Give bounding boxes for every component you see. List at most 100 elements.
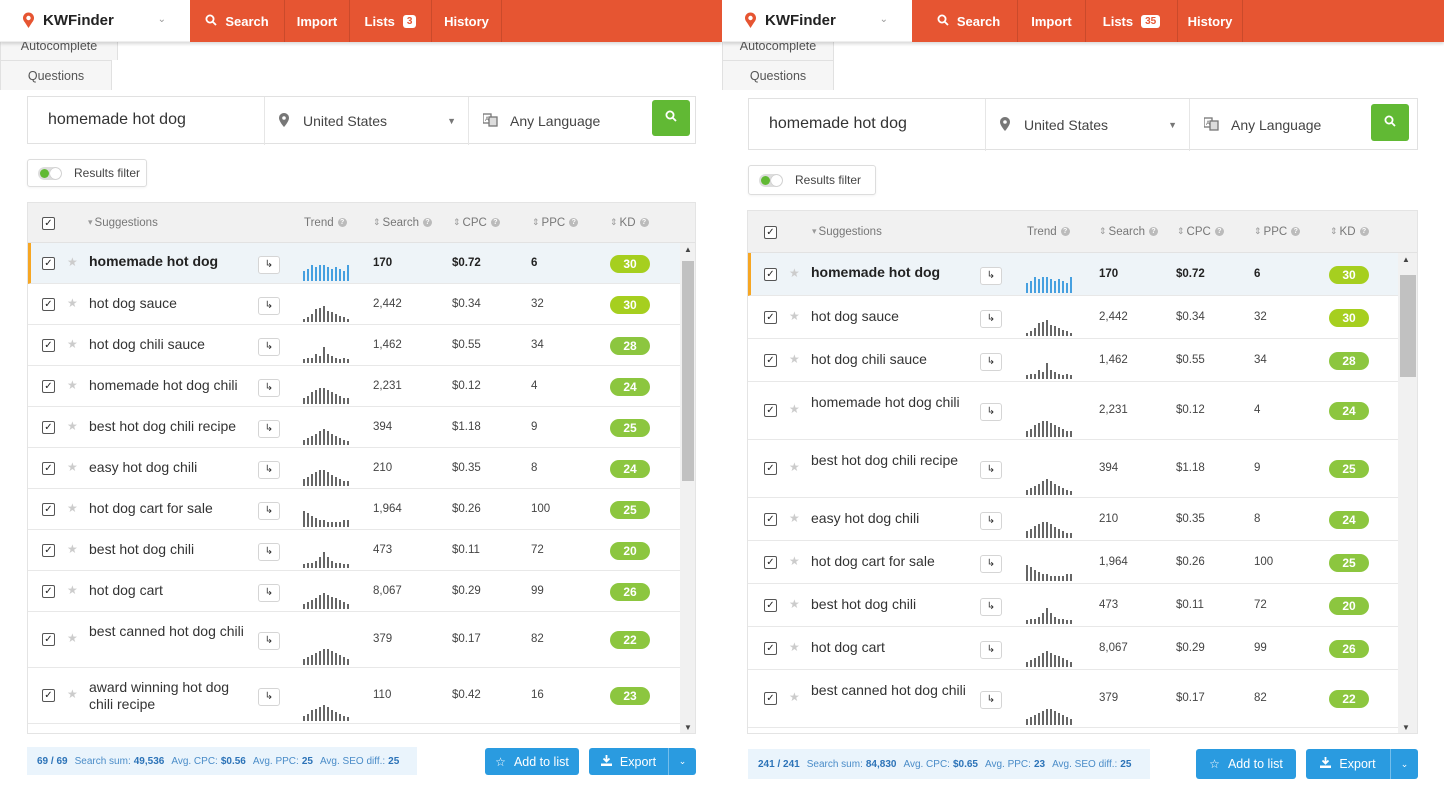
- toggle-switch[interactable]: [38, 166, 62, 180]
- scroll-down-arrow[interactable]: ▼: [684, 723, 692, 732]
- keyword-text[interactable]: best canned hot dog chili: [811, 682, 966, 698]
- star-icon[interactable]: ★: [67, 377, 78, 392]
- keyword-text[interactable]: hot dog chili sauce: [811, 350, 927, 367]
- location-select[interactable]: United States ▼: [264, 97, 468, 145]
- scroll-up-arrow[interactable]: ▲: [1402, 255, 1410, 264]
- results-filter-toggle[interactable]: Results filter: [748, 165, 876, 195]
- use-as-seed-button[interactable]: ↳: [258, 255, 280, 274]
- use-as-seed-button[interactable]: ↳: [980, 403, 1002, 421]
- keyword-text[interactable]: homemade hot dog: [89, 252, 219, 269]
- table-row[interactable]: ✓ ★ hot dog cart for sale ↳ 1,964 $0.26 100 25: [28, 489, 680, 530]
- keyword-text[interactable]: hot dog cart for sale: [89, 499, 213, 516]
- star-icon[interactable]: ★: [67, 687, 78, 701]
- row-checkbox[interactable]: ✓: [42, 338, 55, 352]
- table-row[interactable]: ✓ ★ best hot dog chili recipe ↳ 394 $1.18 9 25: [748, 440, 1398, 498]
- row-checkbox[interactable]: ✓: [764, 641, 777, 655]
- use-as-seed-button[interactable]: ↳: [258, 296, 280, 315]
- star-icon[interactable]: ★: [789, 402, 800, 416]
- row-checkbox[interactable]: ✓: [42, 502, 55, 516]
- table-row[interactable]: ✓ ★ homemade hot dog chili ↳ 2,231 $0.12 4 24: [748, 382, 1398, 440]
- star-icon[interactable]: ★: [67, 582, 78, 597]
- column-header-trend[interactable]: Trend?: [1027, 211, 1070, 252]
- row-checkbox[interactable]: ✓: [764, 462, 777, 475]
- nav-search[interactable]: Search: [190, 0, 285, 42]
- row-checkbox[interactable]: ✓: [42, 543, 55, 557]
- table-row[interactable]: ✓ ★ homemade hot dog chili ↳ 2,231 $0.12 4 24: [28, 366, 680, 407]
- nav-history[interactable]: History: [432, 0, 502, 42]
- nav-import[interactable]: Import: [1018, 0, 1086, 42]
- keyword-text[interactable]: hot dog sauce: [89, 294, 177, 311]
- keyword-input[interactable]: homemade hot dog: [769, 115, 907, 132]
- star-icon[interactable]: ★: [789, 553, 800, 568]
- keyword-text[interactable]: best hot dog chili recipe: [811, 452, 959, 468]
- export-dropdown-chevron-icon[interactable]: ⌄: [668, 748, 696, 775]
- table-row[interactable]: ✓ ★ hot dog sauce ↳ 2,442 $0.34 32 30: [28, 284, 680, 325]
- table-row[interactable]: ✓ ★ hot dog cart ↳ 8,067 $0.29 99 26: [28, 571, 680, 612]
- brand-switcher[interactable]: KWFinder ⌄: [722, 0, 912, 42]
- row-checkbox[interactable]: ✓: [764, 692, 777, 705]
- help-icon[interactable]: ?: [1359, 227, 1369, 236]
- toggle-switch[interactable]: [759, 173, 783, 187]
- star-icon[interactable]: ★: [789, 510, 800, 525]
- row-checkbox[interactable]: ✓: [764, 353, 777, 367]
- use-as-seed-button[interactable]: ↳: [258, 632, 280, 650]
- use-as-seed-button[interactable]: ↳: [258, 419, 280, 438]
- tab-questions[interactable]: Questions: [722, 60, 834, 90]
- star-icon[interactable]: ★: [789, 351, 800, 366]
- table-row[interactable]: ✓ ★ best canned hot dog chili ↳ 379 $0.17 82 22: [748, 670, 1398, 728]
- column-header-search[interactable]: ⇕ Search?: [1099, 211, 1158, 252]
- use-as-seed-button[interactable]: ↳: [258, 501, 280, 520]
- row-checkbox[interactable]: ✓: [764, 598, 777, 612]
- row-checkbox[interactable]: ✓: [42, 461, 55, 475]
- use-as-seed-button[interactable]: ↳: [980, 352, 1002, 371]
- table-row[interactable]: ✓ ★ best hot dog chili recipe ↳ 394 $1.18 9 25: [28, 407, 680, 448]
- star-icon[interactable]: ★: [789, 596, 800, 611]
- help-icon[interactable]: ?: [1148, 227, 1158, 236]
- keyword-text[interactable]: homemade hot dog: [811, 263, 941, 280]
- star-icon[interactable]: ★: [789, 690, 800, 704]
- keyword-text[interactable]: easy hot dog chili: [89, 458, 198, 475]
- use-as-seed-button[interactable]: ↳: [258, 688, 280, 706]
- column-header-suggestions[interactable]: ▾ Suggestions: [812, 211, 882, 252]
- row-checkbox[interactable]: ✓: [42, 256, 55, 270]
- column-header-ppc[interactable]: ⇕ PPC?: [1254, 211, 1301, 252]
- help-icon[interactable]: ?: [337, 218, 347, 227]
- column-header-trend[interactable]: Trend?: [304, 203, 347, 242]
- keyword-text[interactable]: hot dog cart: [89, 581, 163, 598]
- nav-lists[interactable]: Lists 35: [1086, 0, 1178, 42]
- help-icon[interactable]: ?: [1060, 227, 1070, 236]
- row-checkbox[interactable]: ✓: [42, 420, 55, 434]
- column-header-kd[interactable]: ⇕ KD?: [1330, 211, 1369, 252]
- table-row[interactable]: ✓ ★ best canned hot dog chili ↳ 379 $0.17 82 22: [28, 612, 680, 668]
- search-submit-button[interactable]: [652, 100, 690, 136]
- keyword-text[interactable]: hot dog chili sauce: [89, 335, 205, 352]
- export-button[interactable]: Export ⌄: [1306, 749, 1418, 779]
- table-row[interactable]: ✓ ★ homemade hot dog ↳ 170 $0.72 6 30: [28, 243, 680, 284]
- use-as-seed-button[interactable]: ↳: [258, 583, 280, 602]
- star-icon[interactable]: ★: [789, 308, 800, 323]
- nav-history[interactable]: History: [1178, 0, 1243, 42]
- scrollbar-thumb[interactable]: [1400, 275, 1416, 377]
- table-row[interactable]: ✓ ★ best hot dog chili ↳ 473 $0.11 72 20: [28, 530, 680, 571]
- export-dropdown-chevron-icon[interactable]: ⌄: [1390, 749, 1418, 779]
- use-as-seed-button[interactable]: ↳: [980, 309, 1002, 328]
- row-checkbox[interactable]: ✓: [42, 379, 55, 393]
- help-icon[interactable]: ?: [490, 218, 500, 227]
- column-header-cpc[interactable]: ⇕ CPC?: [1177, 211, 1224, 252]
- row-checkbox[interactable]: ✓: [764, 267, 777, 281]
- use-as-seed-button[interactable]: ↳: [258, 378, 280, 397]
- table-row[interactable]: ✓ ★ hot dog cart for sale ↳ 1,964 $0.26 100 25: [748, 541, 1398, 584]
- export-button[interactable]: Export ⌄: [589, 748, 696, 775]
- keyword-text[interactable]: hot dog cart: [811, 638, 885, 655]
- keyword-input[interactable]: homemade hot dog: [48, 111, 186, 128]
- table-row[interactable]: ✓ ★ award winning hot dog chili recipe ↳ 110…: [28, 668, 680, 724]
- brand-switcher[interactable]: KWFinder ⌄: [0, 0, 190, 42]
- keyword-text[interactable]: homemade hot dog chili: [89, 376, 238, 393]
- table-row[interactable]: ✓ ★ easy hot dog chili ↳ 210 $0.35 8 24: [748, 498, 1398, 541]
- star-icon[interactable]: ★: [67, 459, 78, 474]
- keyword-text[interactable]: hot dog sauce: [811, 307, 899, 324]
- nav-lists[interactable]: Lists 3: [350, 0, 432, 42]
- keyword-text[interactable]: best canned hot dog chili: [89, 623, 244, 639]
- table-row[interactable]: ✓ ★ hot dog sauce ↳ 2,442 $0.34 32 30: [748, 296, 1398, 339]
- row-checkbox[interactable]: ✓: [764, 310, 777, 324]
